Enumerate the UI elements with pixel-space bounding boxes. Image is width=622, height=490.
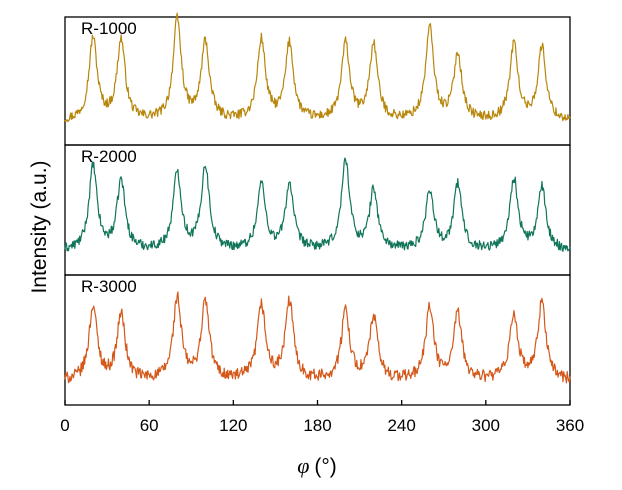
series-line-r-3000 xyxy=(64,291,571,384)
panel-r-3000: R-3000 xyxy=(64,274,571,406)
x-axis-title-symbol: φ xyxy=(297,453,309,478)
x-tick-label-120: 120 xyxy=(219,416,247,435)
panel-frame xyxy=(64,16,571,146)
x-tick-label-360: 360 xyxy=(556,416,584,435)
y-axis-title: Intensity (a.u.) xyxy=(28,160,51,293)
panel-frame xyxy=(64,144,571,276)
x-axis-title: φ (°) xyxy=(297,453,337,478)
panel-frame xyxy=(64,274,571,406)
series-line-r-2000 xyxy=(64,157,571,252)
panel-r-1000: R-1000 xyxy=(64,12,571,146)
panels: R-1000 R-2000 R-3000 xyxy=(64,12,571,406)
legend-label-r-1000: R-1000 xyxy=(81,19,137,38)
x-tick-label-0: 0 xyxy=(60,416,69,435)
x-tick-label-180: 180 xyxy=(303,416,331,435)
x-tick-label-300: 300 xyxy=(472,416,500,435)
series-line-r-1000 xyxy=(64,12,571,123)
x-axis: 0 60 120 180 240 300 360 xyxy=(60,400,584,435)
x-axis-title-unit: (°) xyxy=(314,455,336,478)
legend-label-r-2000: R-2000 xyxy=(81,147,137,166)
panel-r-2000: R-2000 xyxy=(64,144,571,276)
legend-label-r-3000: R-3000 xyxy=(81,277,137,296)
x-tick-label-240: 240 xyxy=(387,416,415,435)
x-tick-label-60: 60 xyxy=(140,416,159,435)
